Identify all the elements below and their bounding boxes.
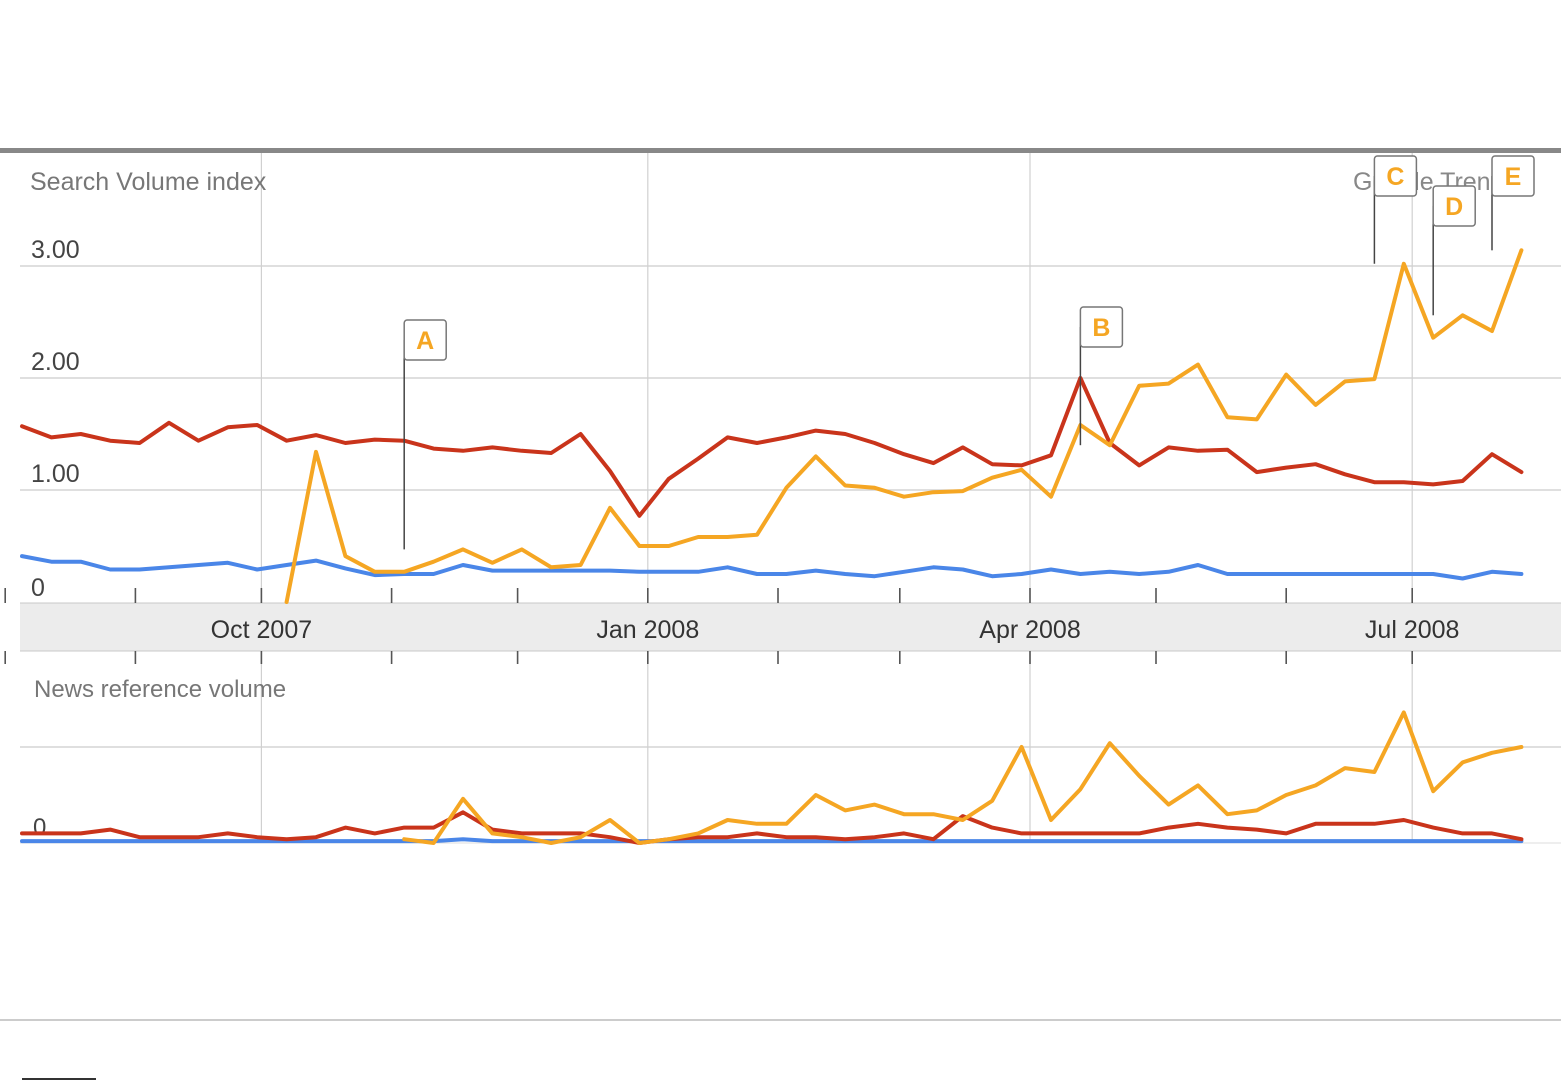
annotation-box — [1491, 155, 1535, 197]
y-tick-label: 0 — [31, 574, 45, 602]
footer-mark — [22, 1078, 96, 1080]
x-tick-label: Apr 2008 — [979, 616, 1080, 644]
y-tick-label: 3.00 — [31, 236, 80, 264]
series-line — [20, 554, 1524, 581]
x-axis-band — [20, 603, 1561, 651]
x-tick-label: Jan 2008 — [596, 616, 699, 644]
annotation-label: E — [1505, 163, 1522, 191]
annotation-label: B — [1092, 314, 1110, 342]
series-line — [284, 248, 1524, 604]
news-series-line — [402, 710, 1524, 845]
annotation-label: A — [416, 327, 434, 355]
series-line — [20, 376, 1524, 518]
annotation-box — [1373, 155, 1418, 197]
y-tick-label: 1.00 — [31, 460, 80, 488]
annotation-label: D — [1445, 193, 1463, 221]
news-panel-title: News reference volume — [34, 676, 286, 703]
x-tick-label: Oct 2007 — [211, 616, 312, 644]
top-frame-bar — [0, 148, 1561, 153]
annotation-box — [1079, 306, 1124, 348]
annotation-box — [1432, 185, 1476, 227]
news-series-line — [20, 837, 1524, 844]
news-series-line — [20, 810, 1524, 845]
panel-title: Search Volume index — [30, 168, 267, 196]
annotation-box — [403, 319, 447, 361]
x-tick-label: Jul 2008 — [1365, 616, 1460, 644]
annotation-label: C — [1386, 163, 1404, 191]
y-tick-label: 2.00 — [31, 348, 80, 376]
news-y-tick-label: 0 — [33, 814, 46, 841]
